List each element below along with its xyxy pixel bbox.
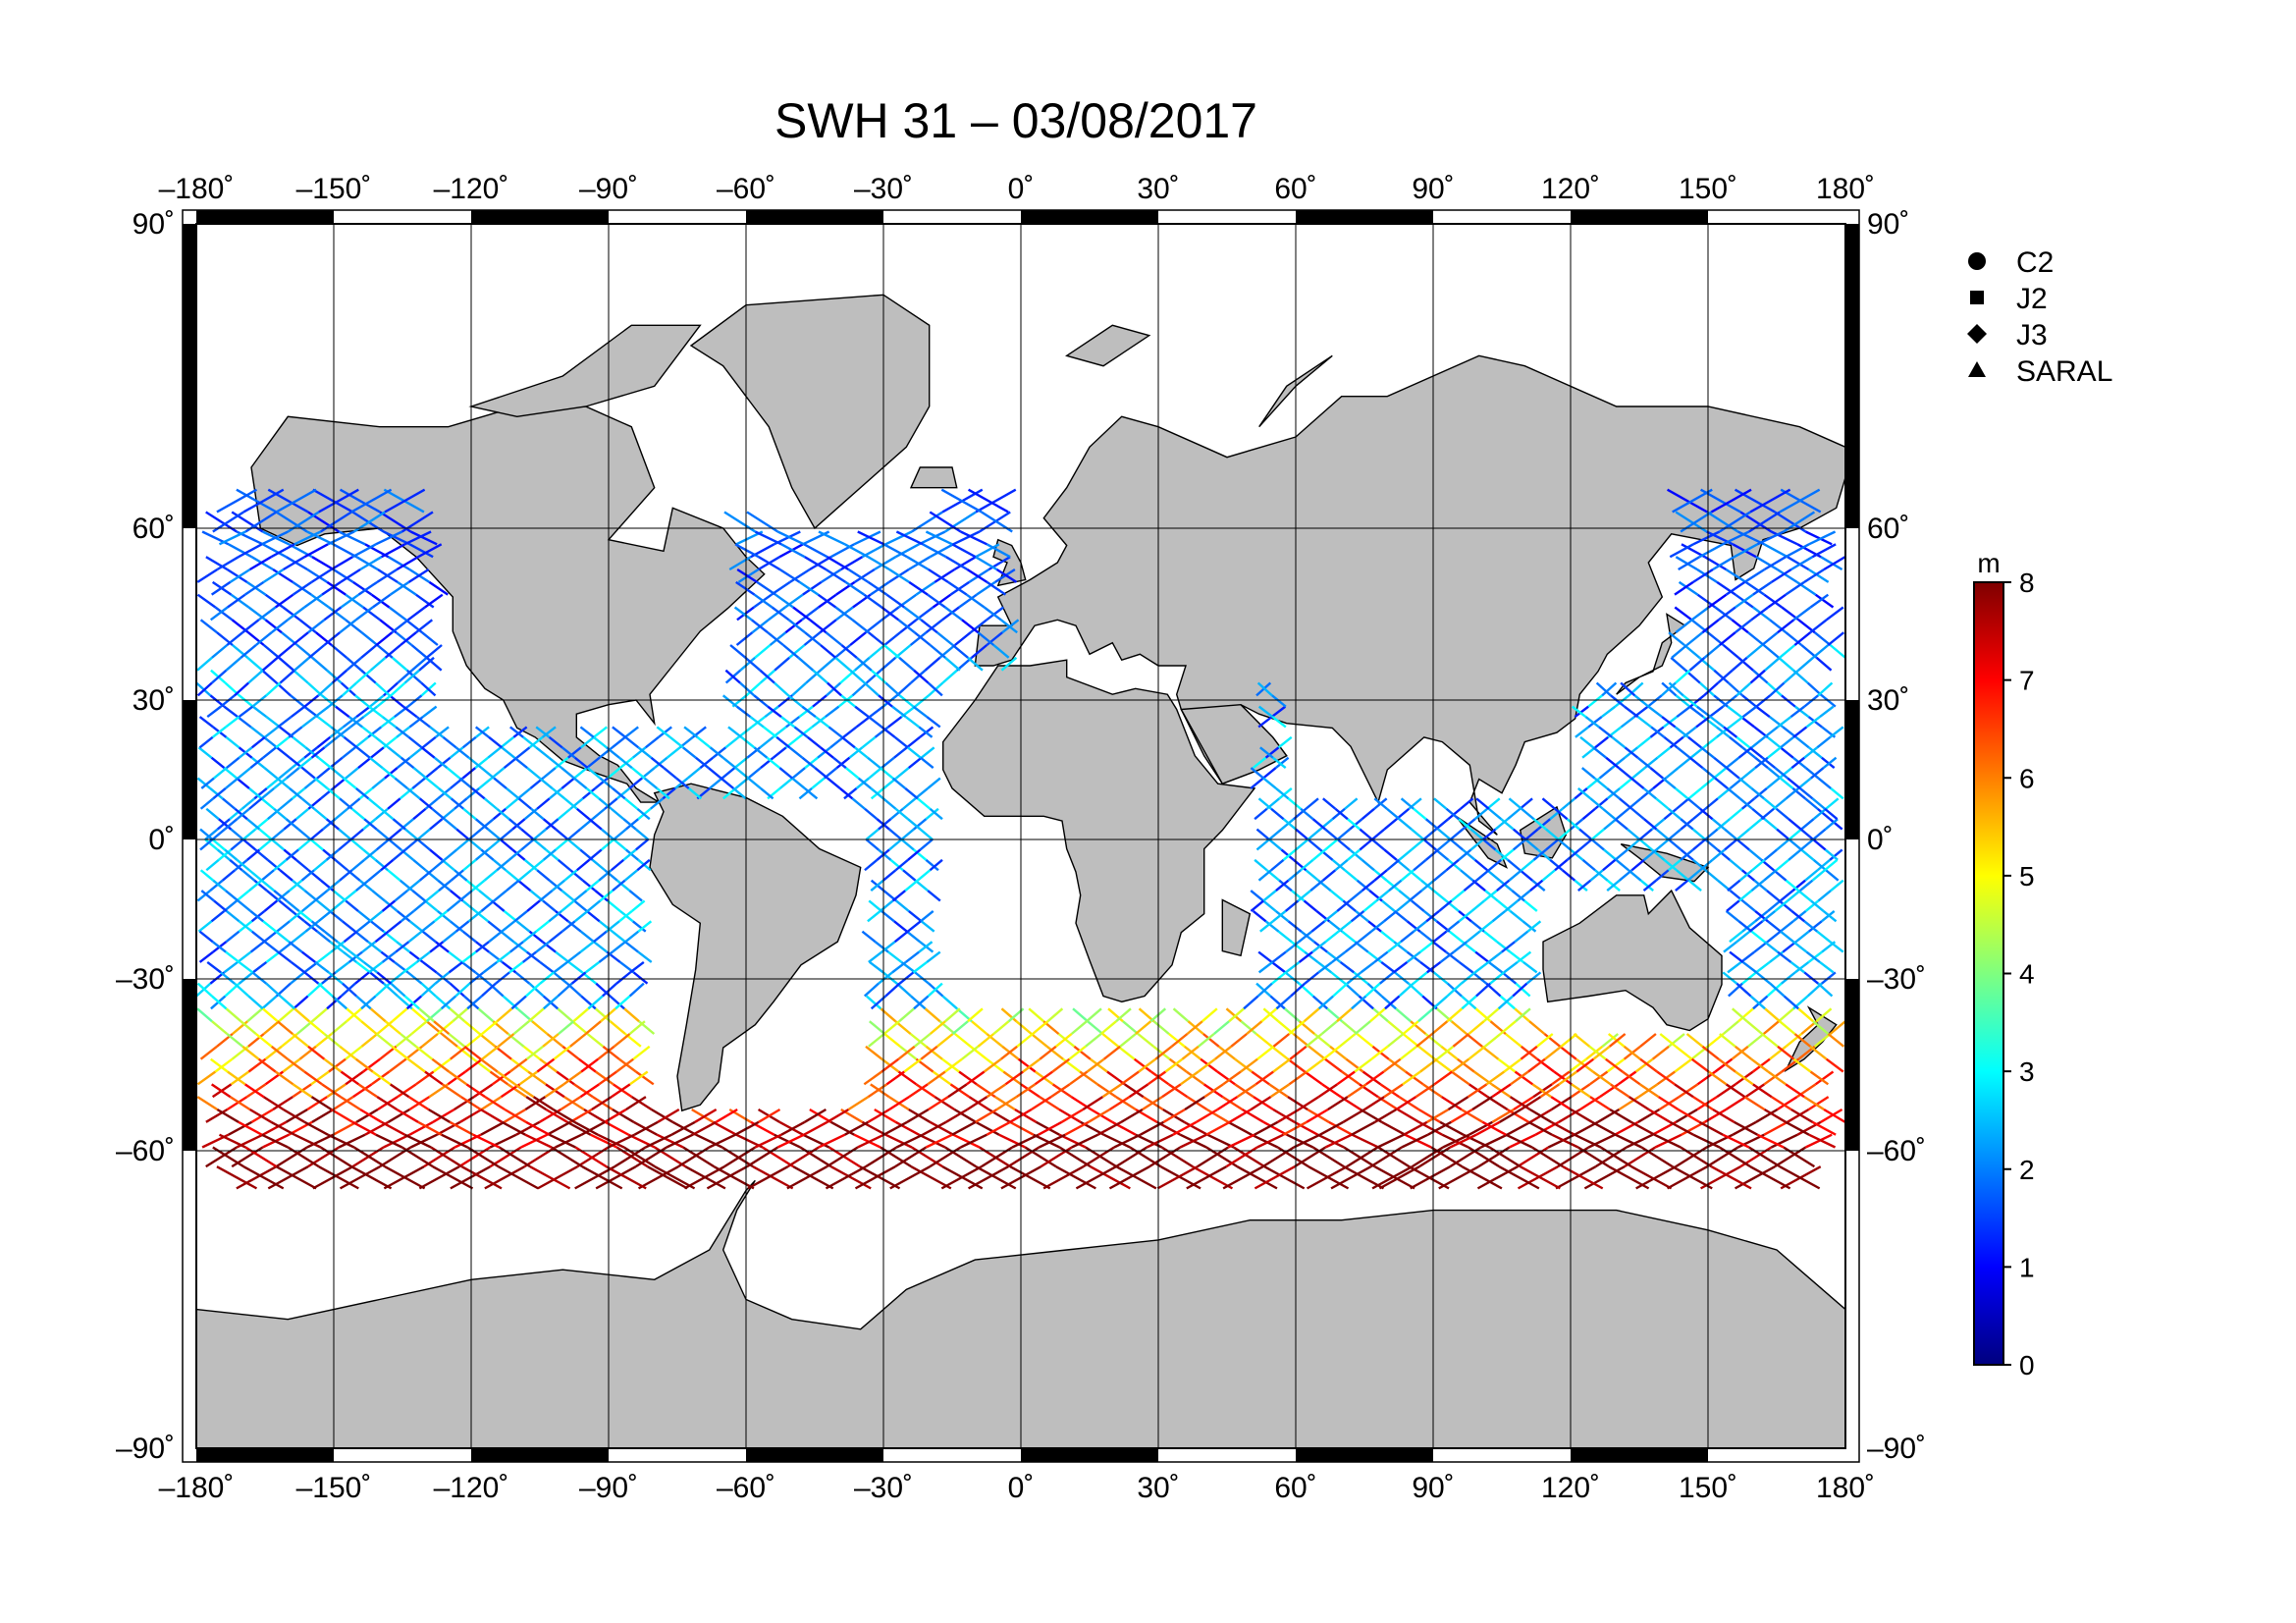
colorbar-tick-label: 7	[2019, 666, 2035, 696]
lat-tick-label-right: 30˚	[1867, 684, 1909, 717]
colorbar-tick-label: 1	[2019, 1252, 2035, 1282]
lon-tick-label-top: 60˚	[1274, 173, 1316, 205]
colorbar-tick-label: 6	[2019, 763, 2035, 793]
legend-label: C2	[2016, 246, 2054, 279]
lat-tick-label-left: 0˚	[148, 824, 175, 856]
lon-tick-label-bottom: –30˚	[854, 1472, 913, 1504]
frame-bar-top	[1296, 210, 1433, 224]
swh-colorbar: m 0 1 2 3 4 5 6 7 8	[1974, 548, 2035, 1380]
colorbar-tick-label: 8	[2019, 568, 2035, 598]
frame-bar-left	[183, 979, 196, 1151]
lat-tick-label-right: –30˚	[1867, 963, 1926, 996]
map-area	[183, 210, 1859, 1462]
map-title: SWH 31 – 03/08/2017	[774, 93, 1257, 148]
colorbar-tick-label: 0	[2019, 1350, 2035, 1380]
satellite-legend: C2 J2 J3SARAL	[1967, 246, 2112, 388]
lon-tick-label-bottom: –60˚	[717, 1472, 775, 1504]
lat-tick-label-left: –60˚	[116, 1135, 175, 1167]
lon-tick-label-bottom: 120˚	[1541, 1472, 1600, 1504]
lat-tick-label-left: 60˚	[133, 513, 175, 545]
frame-bar-right	[1845, 979, 1859, 1151]
lon-tick-label-top: –60˚	[717, 173, 775, 205]
lon-tick-label-top: 120˚	[1541, 173, 1600, 205]
triangle-marker-icon	[1968, 361, 1986, 377]
circle-marker-icon	[1968, 252, 1986, 270]
lon-tick-label-bottom: –150˚	[296, 1472, 372, 1504]
lon-tick-label-bottom: 30˚	[1137, 1472, 1179, 1504]
lon-tick-label-top: –120˚	[434, 173, 509, 205]
frame-bar-bottom	[1571, 1448, 1708, 1462]
lat-tick-label-left: 30˚	[133, 684, 175, 717]
frame-bar-top	[471, 210, 609, 224]
lon-tick-label-top: 0˚	[1008, 173, 1035, 205]
frame-bar-bottom	[1296, 1448, 1433, 1462]
frame-bar-left	[183, 700, 196, 839]
lon-tick-label-top: –30˚	[854, 173, 913, 205]
lon-tick-label-top: –90˚	[579, 173, 638, 205]
frame-bar-top	[1021, 210, 1158, 224]
lat-tick-label-left: –30˚	[116, 963, 175, 996]
frame-bar-bottom	[746, 1448, 883, 1462]
frame-bar-bottom	[471, 1448, 609, 1462]
colorbar-tick-label: 3	[2019, 1056, 2035, 1087]
frame-bar-right	[1845, 224, 1859, 528]
lat-tick-label-right: 60˚	[1867, 513, 1909, 545]
frame-bar-top	[746, 210, 883, 224]
frame-bar-bottom	[196, 1448, 334, 1462]
colorbar-tick-label: 5	[2019, 861, 2035, 892]
lat-tick-label-right: –90˚	[1867, 1433, 1926, 1465]
colorbar-gradient	[1974, 582, 2003, 1365]
frame-bar-bottom	[1021, 1448, 1158, 1462]
frame-bar-top	[1571, 210, 1708, 224]
frame-bar-right	[1845, 700, 1859, 839]
lon-tick-label-top: 30˚	[1137, 173, 1179, 205]
square-marker-icon	[1970, 291, 1984, 304]
colorbar-tick-label: 4	[2019, 959, 2035, 990]
lon-tick-label-bottom: 90˚	[1412, 1472, 1454, 1504]
lon-tick-label-bottom: –90˚	[579, 1472, 638, 1504]
lon-tick-label-top: 180˚	[1816, 173, 1875, 205]
legend-label: J2	[2016, 283, 2048, 315]
lon-tick-label-top: 150˚	[1679, 173, 1737, 205]
lat-tick-label-right: –60˚	[1867, 1135, 1926, 1167]
legend-label: J3	[2016, 319, 2048, 352]
lon-tick-label-bottom: 150˚	[1679, 1472, 1737, 1504]
frame-bar-left	[183, 224, 196, 528]
lon-tick-label-top: –180˚	[159, 173, 235, 205]
lon-tick-label-bottom: –180˚	[159, 1472, 235, 1504]
legend-label: SARAL	[2016, 355, 2112, 388]
lon-tick-label-bottom: 60˚	[1274, 1472, 1316, 1504]
lon-tick-label-top: 90˚	[1412, 173, 1454, 205]
lat-tick-label-left: 90˚	[133, 208, 175, 241]
lat-tick-label-right: 90˚	[1867, 208, 1909, 241]
frame-bar-top	[196, 210, 334, 224]
lon-tick-label-bottom: 0˚	[1008, 1472, 1035, 1504]
lon-tick-label-bottom: 180˚	[1816, 1472, 1875, 1504]
lat-tick-label-right: 0˚	[1867, 824, 1894, 856]
colorbar-tick-label: 2	[2019, 1155, 2035, 1185]
colorbar-unit: m	[1977, 548, 2000, 578]
lon-tick-label-top: –150˚	[296, 173, 372, 205]
lon-tick-label-bottom: –120˚	[434, 1472, 509, 1504]
diamond-marker-icon	[1967, 324, 1987, 344]
lat-tick-label-left: –90˚	[116, 1433, 175, 1465]
